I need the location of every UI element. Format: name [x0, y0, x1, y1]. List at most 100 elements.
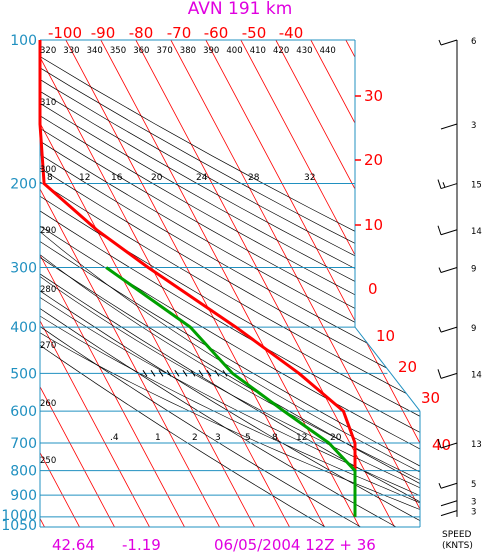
moist-adiabat-line	[40, 183, 420, 527]
chart-labels: -100 -90 -80 -70 -60 -50 -40302010010203040100…	[1, 24, 451, 534]
dry-adiabat-line	[40, 40, 420, 527]
mixing-ratio-label: 8	[272, 433, 278, 443]
mixing-ratio-label: 20	[151, 173, 163, 183]
top-temperature-label: -60	[204, 24, 229, 42]
moist-adiabat-line	[40, 183, 420, 527]
top-temperature-label: -70	[167, 24, 192, 42]
dry-adiabat-line	[40, 40, 361, 527]
mixing-ratio-label: 2	[192, 433, 198, 443]
right-temperature-label: 10	[376, 327, 395, 345]
dry-adiabat-line	[40, 40, 420, 527]
theta-label: 440	[320, 46, 336, 56]
mixing-ratio-label: 1	[155, 433, 161, 443]
theta-label: 380	[180, 46, 196, 56]
isotherm-line	[40, 40, 220, 527]
mixing-ratio-label: 5	[245, 433, 251, 443]
dry-adiabat-line	[40, 40, 420, 527]
theta-side-label: 250	[40, 456, 56, 466]
dry-adiabat-line	[40, 40, 420, 527]
wind-speed-label: 9	[471, 324, 476, 334]
mixing-ratio-label: 12	[296, 433, 307, 443]
mixing-ratio-tick	[214, 370, 220, 377]
pressure-label: 500	[10, 366, 37, 382]
mixing-ratio-label: 32	[304, 173, 315, 183]
isotherm-line	[100, 40, 360, 527]
isotherm-line	[310, 40, 420, 527]
mixing-ratio-tick	[182, 370, 188, 377]
speed-label: SPEED	[442, 530, 472, 540]
isotherm-line	[40, 40, 150, 527]
theta-label: 360	[133, 46, 149, 56]
mixing-ratio-tick	[190, 370, 196, 377]
top-temperature-label: -90	[91, 24, 116, 42]
chart-profiles	[38, 40, 357, 517]
pressure-label: 200	[10, 177, 37, 193]
mixing-ratio-tick	[166, 370, 172, 377]
wind-speed-label: 15	[471, 181, 482, 191]
mixing-ratio-label: 3	[215, 433, 221, 443]
chart-grid	[39, 39, 421, 528]
dry-adiabat-line	[40, 40, 420, 527]
units-label: (KNTS)	[442, 541, 473, 551]
isotherm-line	[40, 40, 115, 527]
dry-adiabat-line	[40, 40, 326, 527]
isotherm-line	[40, 40, 45, 527]
wind-speed-label: 14	[471, 227, 482, 237]
pressure-label: 600	[10, 404, 37, 420]
mixing-ratio-tick	[198, 370, 204, 377]
moist-adiabat-line	[40, 183, 420, 527]
dry-adiabat-line	[40, 40, 420, 527]
top-temperature-label: -100	[48, 24, 82, 42]
isotherm-line	[40, 40, 185, 527]
dry-adiabat-line	[40, 40, 420, 527]
pressure-label: 400	[10, 320, 37, 336]
wind-barb	[438, 326, 458, 333]
wind-barb	[438, 267, 458, 274]
wind-speed-label: 9	[471, 265, 476, 275]
dry-adiabat-line	[40, 40, 420, 527]
dry-adiabat-line	[40, 40, 420, 527]
dry-adiabat-line	[40, 40, 420, 527]
theta-label: 340	[87, 46, 103, 56]
pressure-label: 700	[10, 436, 37, 452]
mixing-ratio-tick	[206, 370, 212, 377]
wind-speed-label: 6	[471, 37, 476, 47]
dry-adiabat-line	[40, 40, 420, 527]
wind-speed-label: 3	[471, 508, 476, 518]
wind-speed-label: 13	[471, 440, 482, 450]
pressure-label: 900	[10, 488, 37, 504]
mixing-ratio-label: 16	[111, 173, 123, 183]
mixing-ratio-tick	[174, 370, 180, 377]
wind-speed-label: 3	[471, 121, 476, 131]
mixing-ratio-tick	[150, 370, 156, 377]
isotherm-line	[170, 40, 420, 527]
chart-title: AVN 191 km	[188, 0, 293, 19]
right-temperature-label: 30	[364, 87, 383, 105]
pressure-label: 1050	[1, 518, 37, 534]
right-temperature-label: 10	[364, 216, 383, 234]
wind-barb	[438, 482, 458, 489]
theta-label: 370	[157, 46, 173, 56]
footer-left-value: 42.64	[52, 536, 95, 553]
top-temperature-label: -80	[129, 24, 154, 42]
right-temperature-label: 0	[368, 280, 378, 298]
dry-adiabat-line	[40, 40, 420, 527]
isotherm-line	[40, 40, 255, 527]
isotherm-line	[345, 40, 420, 527]
theta-side-label: 310	[40, 98, 56, 108]
theta-label: 350	[110, 46, 126, 56]
moist-adiabat-line	[40, 183, 420, 527]
mixing-ratio-label: 24	[196, 173, 208, 183]
pressure-label: 100	[10, 33, 37, 49]
wind-barb	[437, 179, 458, 190]
right-flare-line	[354, 326, 421, 412]
pressure-label: 800	[10, 464, 37, 480]
theta-label: 430	[296, 46, 312, 56]
theta-label: 420	[273, 46, 289, 56]
theta-label: 330	[63, 46, 79, 56]
dry-adiabat-line	[40, 40, 420, 527]
moist-adiabat-line	[40, 183, 420, 527]
pressure-label: 1000	[1, 508, 37, 524]
